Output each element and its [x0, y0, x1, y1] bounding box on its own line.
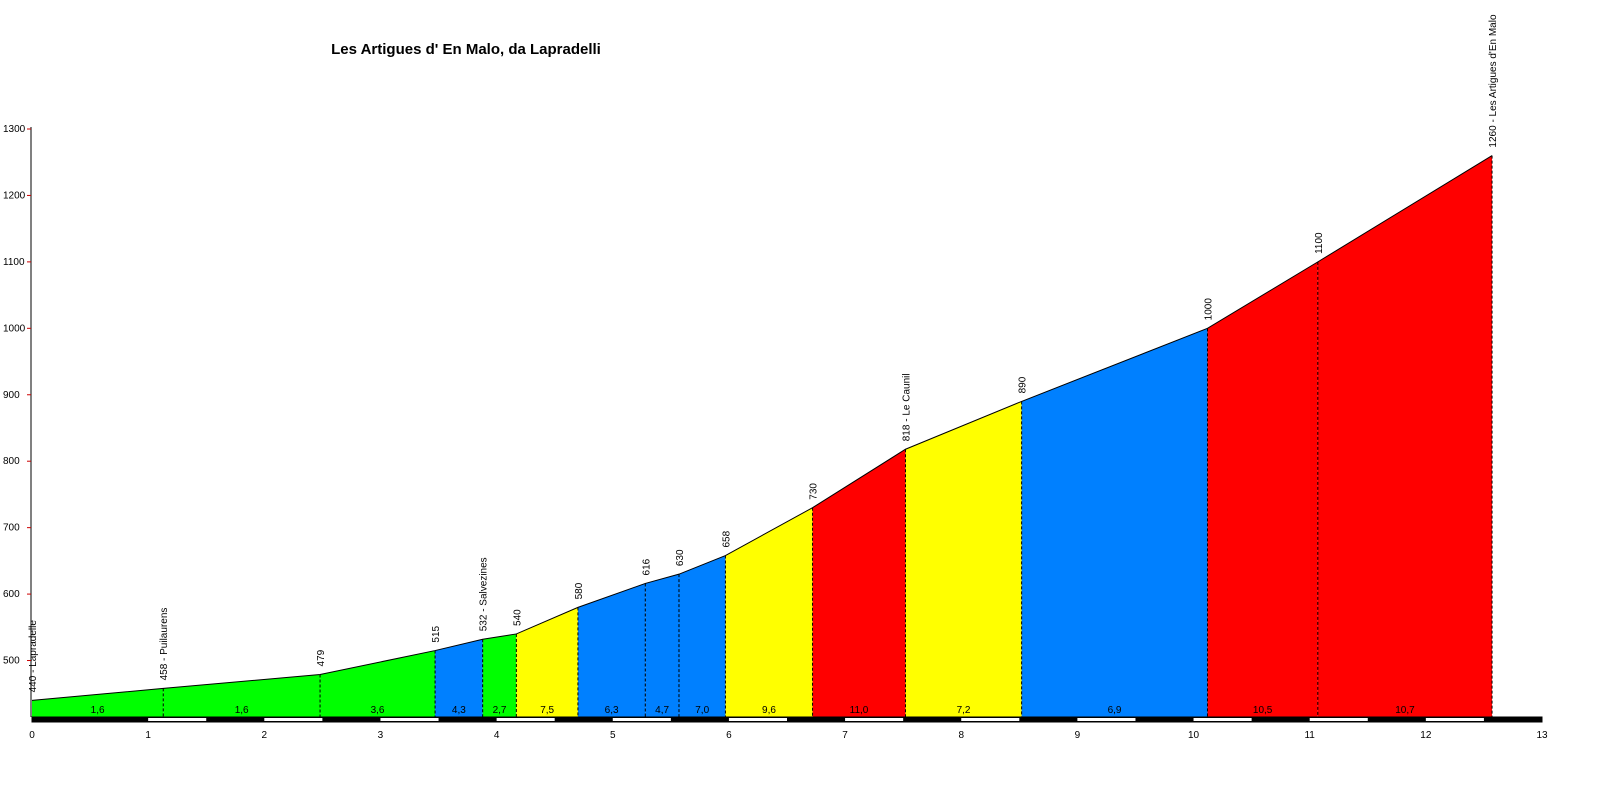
x-tick-label-6: 6 [726, 730, 732, 741]
gradient-label-3: 4,3 [452, 705, 466, 716]
profile-layer [31, 155, 1493, 717]
x-tick-label-4: 4 [494, 730, 500, 741]
gradient-label-13: 10,5 [1253, 705, 1273, 716]
y-tick-label-1300: 1300 [3, 124, 26, 135]
x-tick-label-3: 3 [378, 730, 384, 741]
segment-fill-3 [435, 639, 483, 717]
segments-layer [32, 155, 1493, 717]
elevation-label-7: 616 [641, 558, 652, 575]
x-tick-label-10: 10 [1188, 730, 1200, 741]
x-tick-label-12: 12 [1420, 730, 1432, 741]
elevation-label-14: 1100 [1314, 232, 1325, 254]
elevation-label-6: 580 [574, 582, 585, 599]
elevation-label-15: 1260 - Les Artigues d'En Malo [1488, 14, 1499, 148]
elevation-label-12: 890 [1018, 376, 1029, 393]
x-axis-bar-gap-12 [1542, 718, 1600, 721]
x-tick-label-8: 8 [958, 730, 964, 741]
gradient-label-14: 10,7 [1395, 705, 1415, 716]
gradient-label-9: 9,6 [762, 705, 776, 716]
segment-fill-9 [725, 507, 813, 717]
elevation-label-10: 730 [809, 483, 820, 500]
y-tick-label-900: 900 [3, 390, 20, 401]
gradient-label-5: 7,5 [540, 705, 554, 716]
x-axis-bar-gap-11 [1425, 718, 1484, 721]
y-tick-label-1200: 1200 [3, 190, 26, 201]
gradient-label-0: 1,6 [91, 705, 105, 716]
segment-fill-2 [320, 650, 436, 717]
y-tick-label-800: 800 [3, 456, 20, 467]
x-axis-bar-outline [31, 716, 1543, 723]
segment-fill-14 [1317, 155, 1493, 717]
segment-fill-4 [482, 633, 517, 717]
gradient-label-1: 1,6 [235, 705, 249, 716]
x-axis-bar-gap-1 [264, 718, 323, 721]
x-axis-bar-gap-8 [1077, 718, 1136, 721]
y-tick-label-600: 600 [3, 589, 20, 600]
x-axis-bar-gap-2 [380, 718, 439, 721]
elevation-label-5: 540 [512, 609, 523, 626]
segment-fill-12 [1021, 328, 1208, 717]
x-axis-bar-gap-6 [845, 718, 904, 721]
y-tick-label-700: 700 [3, 523, 20, 534]
x-tick-label-11: 11 [1304, 730, 1315, 741]
elevation-labels: 440 - Lapradelle 458 - Puilaurens 479 515 53… [28, 14, 1499, 692]
gradient-label-8: 7,0 [695, 705, 709, 716]
elevation-label-0: 440 - Lapradelle [28, 620, 39, 693]
gradient-label-7: 4,7 [655, 705, 669, 716]
segment-fill-10 [812, 449, 906, 717]
x-tick-label-5: 5 [610, 730, 616, 741]
elevation-label-9: 658 [721, 530, 732, 547]
y-tick-label-500: 500 [3, 656, 20, 667]
x-axis-bar-gap-7 [961, 718, 1020, 721]
x-axis-bar-gap-4 [612, 718, 671, 721]
segment-fill-8 [678, 555, 726, 717]
x-tick-label-1: 1 [145, 730, 151, 741]
x-tick-label-2: 2 [262, 730, 268, 741]
elevation-label-8: 630 [675, 549, 686, 566]
profile-line [31, 155, 1493, 701]
y-axis: 500 600 700 800 900 1000 1100 1200 1300 [3, 124, 32, 717]
x-tick-label-9: 9 [1075, 730, 1081, 741]
gradient-label-11: 7,2 [957, 705, 971, 716]
elevation-label-13: 1000 [1203, 298, 1214, 321]
segment-fill-13 [1207, 261, 1318, 717]
x-tick-label-13: 13 [1536, 730, 1548, 741]
elevation-label-1: 458 - Puilaurens [159, 608, 170, 681]
segment-fill-11 [905, 401, 1022, 717]
elevation-label-2: 479 [316, 649, 327, 666]
segment-fill-0 [32, 688, 164, 717]
x-axis-bar-gap-0 [148, 718, 207, 721]
gradient-label-4: 2,7 [493, 705, 507, 716]
segment-fill-6 [577, 583, 646, 717]
gradient-label-10: 11,0 [850, 705, 869, 716]
x-axis-bar-gap-5 [728, 718, 787, 721]
x-axis-bar-gap-10 [1309, 718, 1368, 721]
elevation-label-4: 532 - Salvezines [479, 557, 490, 631]
segment-fill-7 [645, 574, 679, 717]
x-axis-bar-gap-9 [1193, 718, 1252, 721]
y-tick-label-1100: 1100 [3, 257, 25, 268]
y-tick-label-1000: 1000 [3, 323, 26, 334]
x-axis: 0 1 2 3 4 5 6 7 8 9 10 11 12 13 [29, 716, 1600, 741]
elevation-label-3: 515 [431, 625, 442, 642]
elevation-label-11: 818 - Le Caunil [901, 373, 912, 441]
gradient-label-2: 3,6 [371, 705, 385, 716]
chart-title: Les Artigues d' En Malo, da Lapradelli [331, 41, 601, 58]
gradient-label-12: 6,9 [1108, 705, 1122, 716]
gradient-labels: 1,6 1,6 3,6 4,3 2,7 7,5 6,3 4,7 7,0 9,6 11,0 7,2 6,9… [91, 705, 1415, 716]
x-tick-label-7: 7 [842, 730, 848, 741]
x-axis-bar-gap-3 [496, 718, 555, 721]
x-tick-label-0: 0 [29, 730, 35, 741]
gradient-label-6: 6,3 [605, 705, 619, 716]
segment-fill-5 [516, 607, 578, 717]
